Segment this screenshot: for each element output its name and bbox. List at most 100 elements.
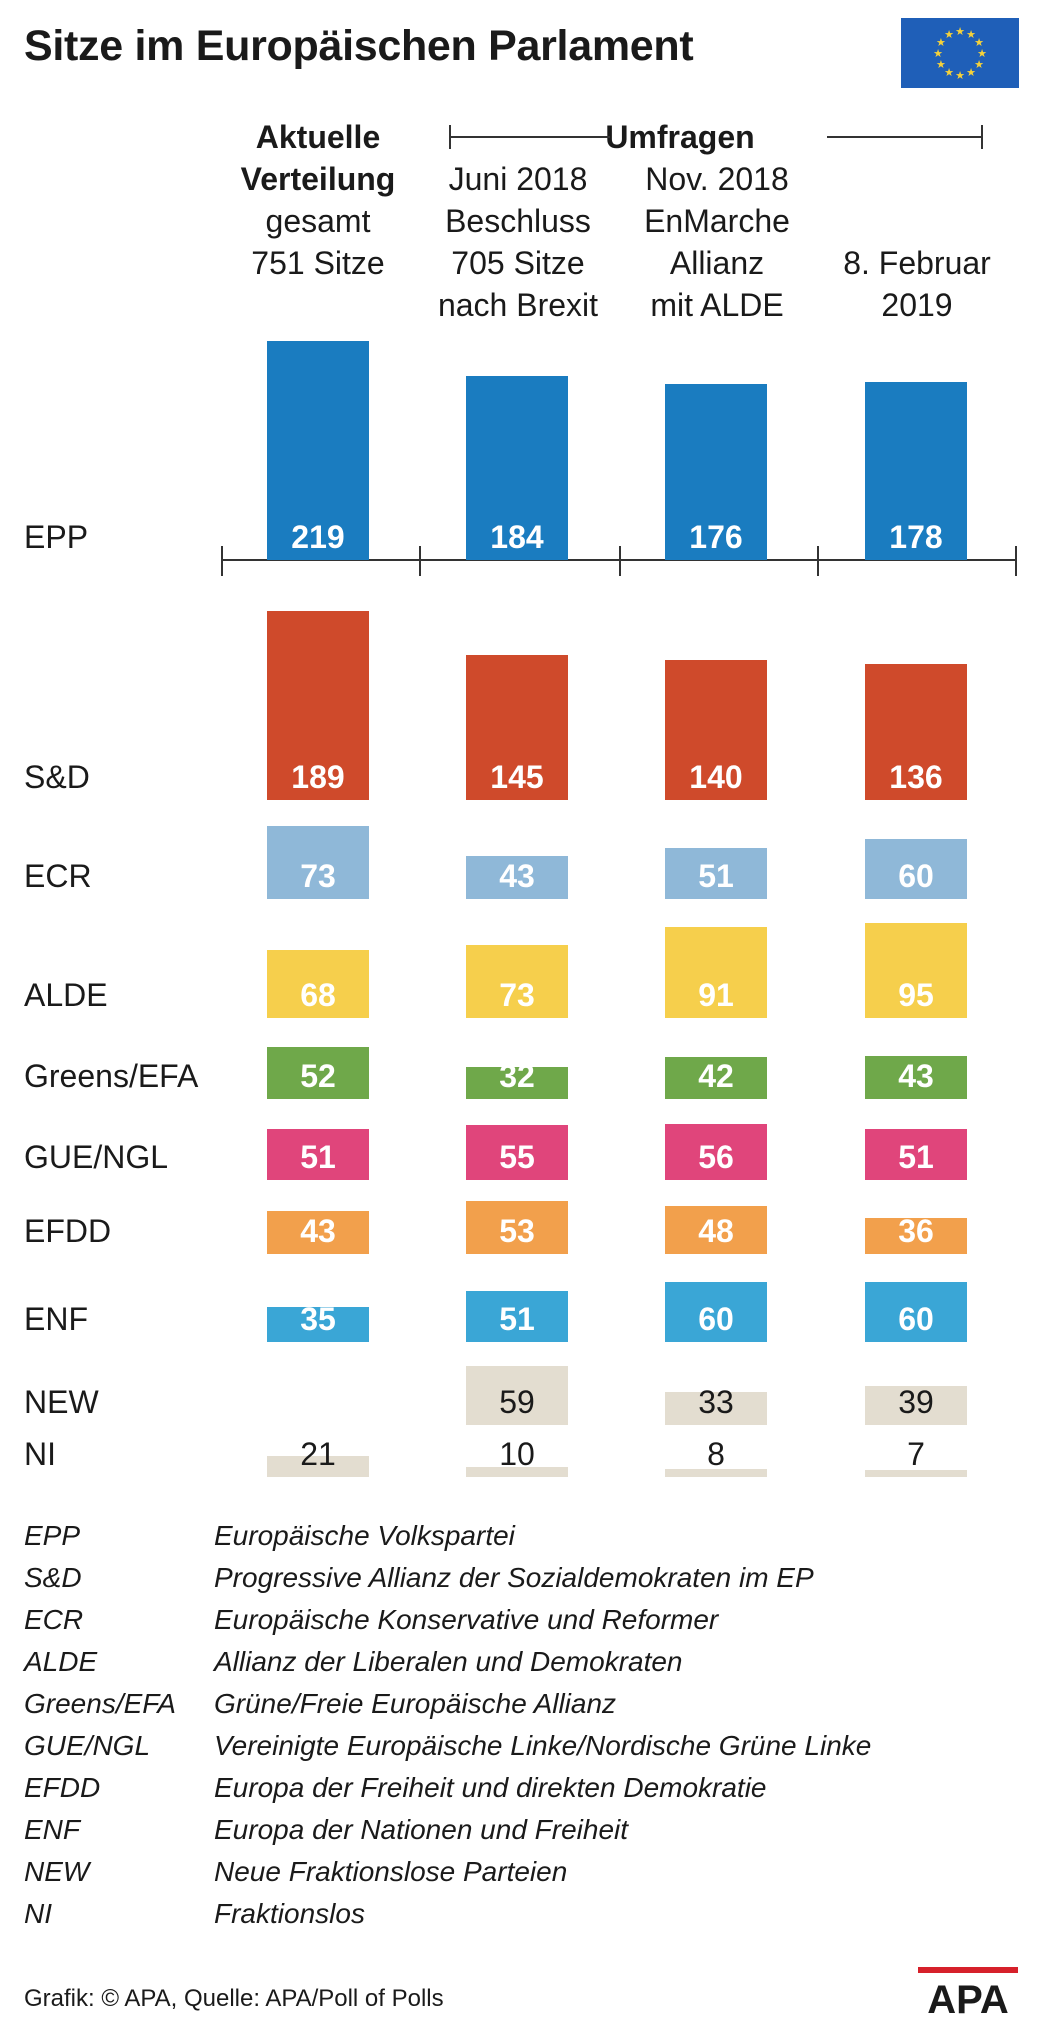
series-label: Greens/EFA bbox=[24, 1058, 199, 1094]
column-header-line: 751 Sitze bbox=[251, 245, 385, 281]
legend-row: Greens/EFA Grüne/Freie Europäische Allian… bbox=[24, 1683, 1024, 1725]
bar bbox=[466, 1125, 568, 1180]
eu-star-icon: ★ bbox=[944, 29, 954, 41]
series-label: NI bbox=[24, 1436, 56, 1472]
bar-value-label: 43 bbox=[499, 858, 535, 894]
bar bbox=[466, 655, 568, 800]
legend-abbr: Greens/EFA bbox=[24, 1688, 176, 1719]
bar bbox=[466, 945, 568, 1018]
bar bbox=[865, 1218, 967, 1254]
apa-logo-text: APA bbox=[927, 1978, 1008, 2019]
column-header-jun2018: Juni 2018 Beschluss 705 Sitze nach Brexi… bbox=[408, 158, 628, 326]
bar bbox=[267, 1047, 369, 1099]
legend-row: GUE/NGL Vereinigte Europäische Linke/Nord… bbox=[24, 1725, 1024, 1767]
bar bbox=[665, 660, 767, 800]
bar bbox=[665, 1124, 767, 1180]
bar bbox=[466, 856, 568, 899]
bar-value-label: 51 bbox=[300, 1139, 336, 1175]
bar-value-label: 55 bbox=[499, 1139, 535, 1175]
column-header-line: 705 Sitze bbox=[451, 245, 585, 281]
legend-abbr: EPP bbox=[24, 1520, 81, 1551]
bar bbox=[267, 1307, 369, 1342]
bar-value-label: 39 bbox=[898, 1384, 934, 1420]
bar bbox=[267, 950, 369, 1018]
eu-star-icon: ★ bbox=[933, 48, 943, 60]
bar bbox=[665, 1282, 767, 1342]
legend-abbr: NEW bbox=[24, 1856, 90, 1887]
legend-desc: Grüne/Freie Europäische Allianz bbox=[214, 1688, 617, 1719]
bar-value-label: 73 bbox=[499, 977, 535, 1013]
legend-row: EPP Europäische Volkspartei bbox=[24, 1515, 1024, 1557]
bar-value-label: 42 bbox=[698, 1058, 734, 1094]
column-header-nov2018: Nov. 2018 EnMarche Allianz mit ALDE bbox=[607, 158, 827, 326]
column-header-current: Aktuelle Verteilung gesamt 751 Sitze bbox=[208, 116, 428, 284]
series-label: EFDD bbox=[24, 1213, 111, 1249]
bar-value-label: 36 bbox=[898, 1213, 934, 1249]
column-header-line: gesamt bbox=[265, 203, 371, 239]
column-header-line: EnMarche bbox=[644, 203, 790, 239]
bar bbox=[665, 384, 767, 560]
source-credit: Grafik: © APA, Quelle: APA/Poll of Polls bbox=[24, 1985, 444, 2012]
bar-value-label: 52 bbox=[300, 1058, 336, 1094]
bar-value-label: 73 bbox=[300, 858, 336, 894]
eu-star-icon: ★ bbox=[936, 37, 946, 49]
series-label: ALDE bbox=[24, 977, 108, 1013]
legend-abbr: ENF bbox=[24, 1814, 80, 1845]
legend-abbr: NI bbox=[24, 1898, 52, 1929]
bar bbox=[665, 1469, 767, 1477]
series-label: ENF bbox=[24, 1301, 88, 1337]
bar-value-label: 53 bbox=[499, 1213, 535, 1249]
bar-value-label: 95 bbox=[898, 977, 934, 1013]
bar bbox=[466, 1201, 568, 1254]
bar-value-label: 60 bbox=[698, 1301, 734, 1337]
legend-abbr: ALDE bbox=[24, 1646, 98, 1677]
bar-value-label: 178 bbox=[889, 519, 942, 555]
bar-value-label: 60 bbox=[898, 858, 934, 894]
legend-abbr: ECR bbox=[24, 1604, 84, 1635]
legend-row: NEW Neue Fraktionslose Parteien bbox=[24, 1851, 1024, 1893]
bar bbox=[466, 376, 568, 560]
legend-abbr: GUE/NGL bbox=[24, 1730, 151, 1761]
bar bbox=[865, 1129, 967, 1180]
legend-desc: Allianz der Liberalen und Demokraten bbox=[214, 1646, 683, 1677]
bar bbox=[665, 848, 767, 899]
legend-row: ALDE Allianz der Liberalen und Demokraten bbox=[24, 1641, 1024, 1683]
umfragen-bracket bbox=[449, 125, 983, 149]
bar bbox=[267, 1129, 369, 1180]
bar-value-label: 219 bbox=[291, 519, 344, 555]
bar-value-label: 43 bbox=[898, 1058, 934, 1094]
bar-value-label: 43 bbox=[300, 1213, 336, 1249]
page-title: Sitze im Europäischen Parlament bbox=[24, 22, 694, 70]
bar bbox=[865, 1386, 967, 1425]
umfragen-group-label: Umfragen bbox=[605, 119, 755, 155]
legend-abbr: S&D bbox=[24, 1562, 82, 1593]
bar bbox=[865, 1282, 967, 1342]
eu-star-icon: ★ bbox=[974, 59, 984, 71]
column-header-line: Allianz bbox=[669, 245, 765, 281]
column-header-line: 2019 bbox=[881, 287, 953, 323]
bar-value-label: 33 bbox=[698, 1384, 734, 1420]
bar bbox=[865, 839, 967, 899]
eu-flag-icon: ★★★★★★★★★ ★ ★★ bbox=[901, 18, 1019, 88]
legend-row: ENF Europa der Nationen und Freiheit bbox=[24, 1809, 1024, 1851]
bar-value-label: 32 bbox=[499, 1058, 535, 1094]
legend-abbr: EFDD bbox=[24, 1772, 101, 1803]
bar-value-label: 145 bbox=[490, 759, 543, 795]
bar bbox=[865, 382, 967, 560]
bar-value-label: 184 bbox=[490, 519, 544, 555]
eu-star-icon: ★ bbox=[936, 59, 946, 71]
legend-desc: Progressive Allianz der Sozialdemokraten… bbox=[214, 1562, 814, 1593]
eu-star-icon: ★ bbox=[966, 67, 976, 79]
legend-row: EFDD Europa der Freiheit und direkten Dem… bbox=[24, 1767, 1024, 1809]
bar bbox=[267, 826, 369, 899]
legend-row: S&D Progressive Allianz der Sozialdemokra… bbox=[24, 1557, 1024, 1599]
bar-value-label: 176 bbox=[689, 519, 742, 555]
series-label: S&D bbox=[24, 759, 90, 795]
eu-star-icon: ★ bbox=[966, 29, 976, 41]
eu-star-icon: ★ bbox=[955, 70, 965, 82]
bar-value-label: 21 bbox=[300, 1436, 336, 1472]
bar bbox=[665, 1392, 767, 1425]
bar-value-label: 140 bbox=[689, 759, 742, 795]
bar bbox=[665, 1206, 767, 1254]
legend-desc: Europa der Freiheit und direkten Demokra… bbox=[214, 1772, 767, 1803]
